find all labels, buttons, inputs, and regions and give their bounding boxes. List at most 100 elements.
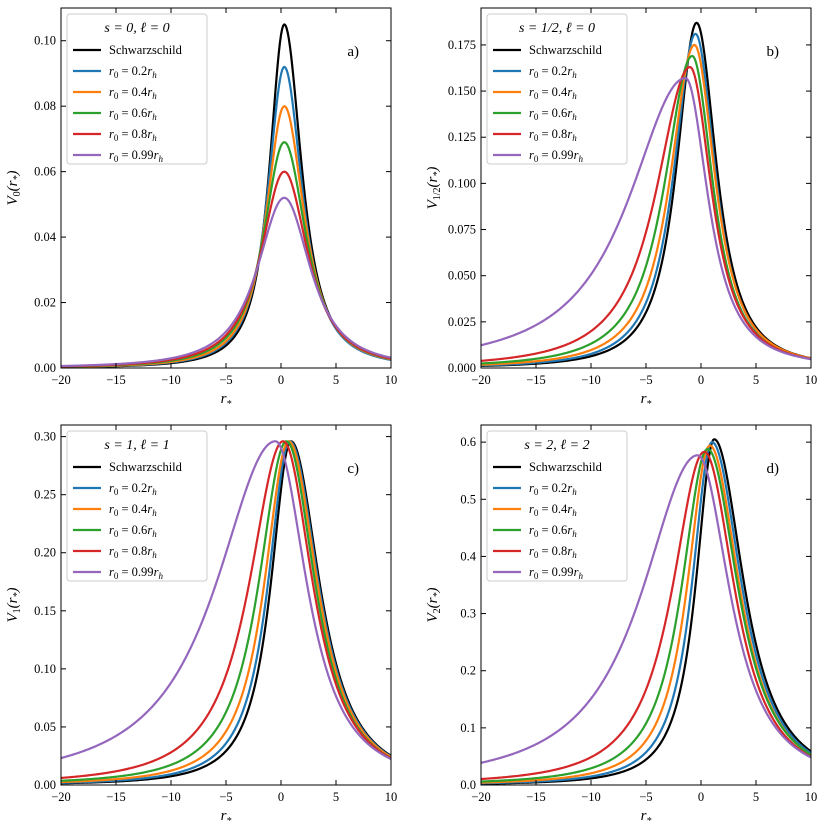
panel-label: b) [767, 44, 780, 60]
series-line-6 [481, 77, 811, 361]
y-tick-label: 0.30 [34, 430, 56, 444]
y-tick-label: 0.05 [34, 720, 56, 734]
x-tick-label: −15 [106, 373, 126, 387]
chart-panel-3: −20 −15 −10 −5 0 5 10 0.00 0.05 0.10 0.15 0.20 0.25 0… [5, 424, 398, 827]
y-tick-label: 0.00 [34, 778, 56, 792]
y-tick-label: 0.25 [34, 488, 56, 502]
legend-entry: r0 = 0.4rh [109, 502, 157, 518]
chart-panel-2: −20 −15 −10 −5 0 5 10 0.000 0.025 0.050 0.075 0.100… [425, 7, 818, 410]
series-line-5 [481, 65, 811, 362]
x-tick-label: 5 [753, 373, 759, 387]
y-axis-label: V0(r*) [5, 170, 23, 205]
x-tick-label: −10 [161, 790, 181, 804]
chart-panel-4: −20 −15 −10 −5 0 5 10 0.0 0.1 0.2 0.3 0.4 0.5 0.6 r* V2… [425, 424, 818, 827]
x-tick-label: 10 [805, 373, 818, 387]
y-tick-label: 0.175 [448, 38, 476, 52]
legend-entry: r0 = 0.4rh [529, 85, 577, 101]
y-axis-label: V2(r*) [425, 587, 443, 622]
legend-box [66, 13, 208, 165]
legend-title: s = 0, ℓ = 0 [104, 21, 169, 36]
y-tick-label: 0.5 [460, 492, 476, 506]
panel-label: a) [347, 44, 359, 60]
x-tick-label: −20 [471, 373, 491, 387]
legend: s = 1/2, ℓ = 0 Schwarzschild r0 = 0.2rh r0 … [486, 13, 628, 165]
x-axis-label: r* [221, 391, 232, 410]
legend: s = 2, ℓ = 2 Schwarzschild r0 = 0.2rh r0 = … [486, 430, 628, 582]
legend-entry: r0 = 0.8rh [529, 127, 577, 143]
y-tick-label: 0.10 [34, 34, 56, 48]
legend-entry: r0 = 0.2rh [529, 64, 577, 80]
y-tick-label: 0.20 [34, 546, 56, 560]
series-line-3 [61, 440, 391, 784]
x-tick-label: −15 [526, 373, 546, 387]
chart-panel-1: −20 −15 −10 −5 0 5 10 0.00 0.02 0.04 0.06 0.08 0.10 r… [5, 7, 398, 410]
legend: s = 0, ℓ = 0 Schwarzschild r0 = 0.2rh r0 = … [66, 13, 208, 165]
x-tick-label: 5 [333, 373, 339, 387]
legend-title: s = 1/2, ℓ = 0 [519, 21, 595, 36]
legend-entry: r0 = 0.2rh [529, 481, 577, 497]
legend-entry: Schwarzschild [529, 43, 603, 57]
y-tick-label: 0.10 [34, 662, 56, 676]
legend-entry: r0 = 0.4rh [529, 502, 577, 518]
y-tick-label: 0.06 [34, 165, 56, 179]
x-tick-label: 10 [805, 790, 818, 804]
x-axis-label: r* [641, 808, 652, 827]
y-tick-label: 0.1 [460, 721, 476, 735]
legend-title: s = 2, ℓ = 2 [524, 438, 589, 453]
legend-box [66, 430, 208, 582]
y-tick-label: 0.08 [34, 99, 56, 113]
y-tick-label: 0.04 [34, 230, 57, 244]
x-tick-label: −10 [581, 373, 601, 387]
x-tick-label: −10 [581, 790, 601, 804]
y-tick-label: 0.150 [448, 84, 476, 98]
panel-label: d) [767, 461, 780, 477]
series-line-5 [481, 450, 811, 781]
series-line-4 [481, 447, 811, 783]
legend-entry: r0 = 0.8rh [109, 544, 157, 560]
legend-entry: r0 = 0.6rh [109, 106, 157, 122]
x-tick-label: −20 [51, 373, 71, 387]
legend-entry: r0 = 0.2rh [109, 64, 157, 80]
legend-entry: r0 = 0.8rh [109, 127, 157, 143]
legend-entry: r0 = 0.99rh [109, 565, 163, 581]
legend-entry: r0 = 0.99rh [529, 148, 583, 164]
x-tick-label: 0 [278, 790, 284, 804]
x-tick-label: 0 [698, 373, 704, 387]
legend-entry: r0 = 0.99rh [109, 148, 163, 164]
legend-title: s = 1, ℓ = 1 [104, 438, 169, 453]
series-line-4 [61, 440, 391, 782]
legend-entry: Schwarzschild [109, 43, 183, 57]
x-tick-label: −20 [471, 790, 491, 804]
legend: s = 1, ℓ = 1 Schwarzschild r0 = 0.2rh r0 = … [66, 430, 208, 582]
y-tick-label: 0.00 [34, 361, 56, 375]
legend-entry: Schwarzschild [109, 460, 183, 474]
legend-box [486, 430, 628, 582]
y-tick-label: 0.000 [448, 361, 476, 375]
legend-entry: r0 = 0.6rh [529, 523, 577, 539]
y-axis-label: V1(r*) [5, 587, 23, 622]
x-tick-label: −5 [639, 373, 652, 387]
x-tick-label: 0 [698, 790, 704, 804]
y-tick-label: 0.075 [448, 223, 476, 237]
legend-entry: r0 = 0.99rh [529, 565, 583, 581]
series-line-6 [481, 454, 811, 764]
x-tick-label: 10 [385, 373, 398, 387]
x-tick-label: −15 [106, 790, 126, 804]
y-axis-label: V1/2(r*) [425, 167, 443, 210]
y-tick-label: 0.025 [448, 315, 476, 329]
x-tick-label: −5 [219, 373, 232, 387]
y-tick-label: 0.2 [460, 664, 476, 678]
x-tick-label: 0 [278, 373, 284, 387]
panel-label: c) [347, 461, 359, 477]
y-tick-label: 0.15 [34, 604, 56, 618]
legend-entry: r0 = 0.4rh [109, 85, 157, 101]
legend-entry: r0 = 0.6rh [109, 523, 157, 539]
y-tick-label: 0.6 [460, 435, 476, 449]
y-tick-label: 0.02 [34, 296, 56, 310]
legend-entry: Schwarzschild [529, 460, 603, 474]
y-tick-label: 0.125 [448, 130, 476, 144]
y-tick-label: 0.100 [448, 176, 476, 190]
legend-box [486, 13, 628, 165]
x-tick-label: 10 [385, 790, 398, 804]
